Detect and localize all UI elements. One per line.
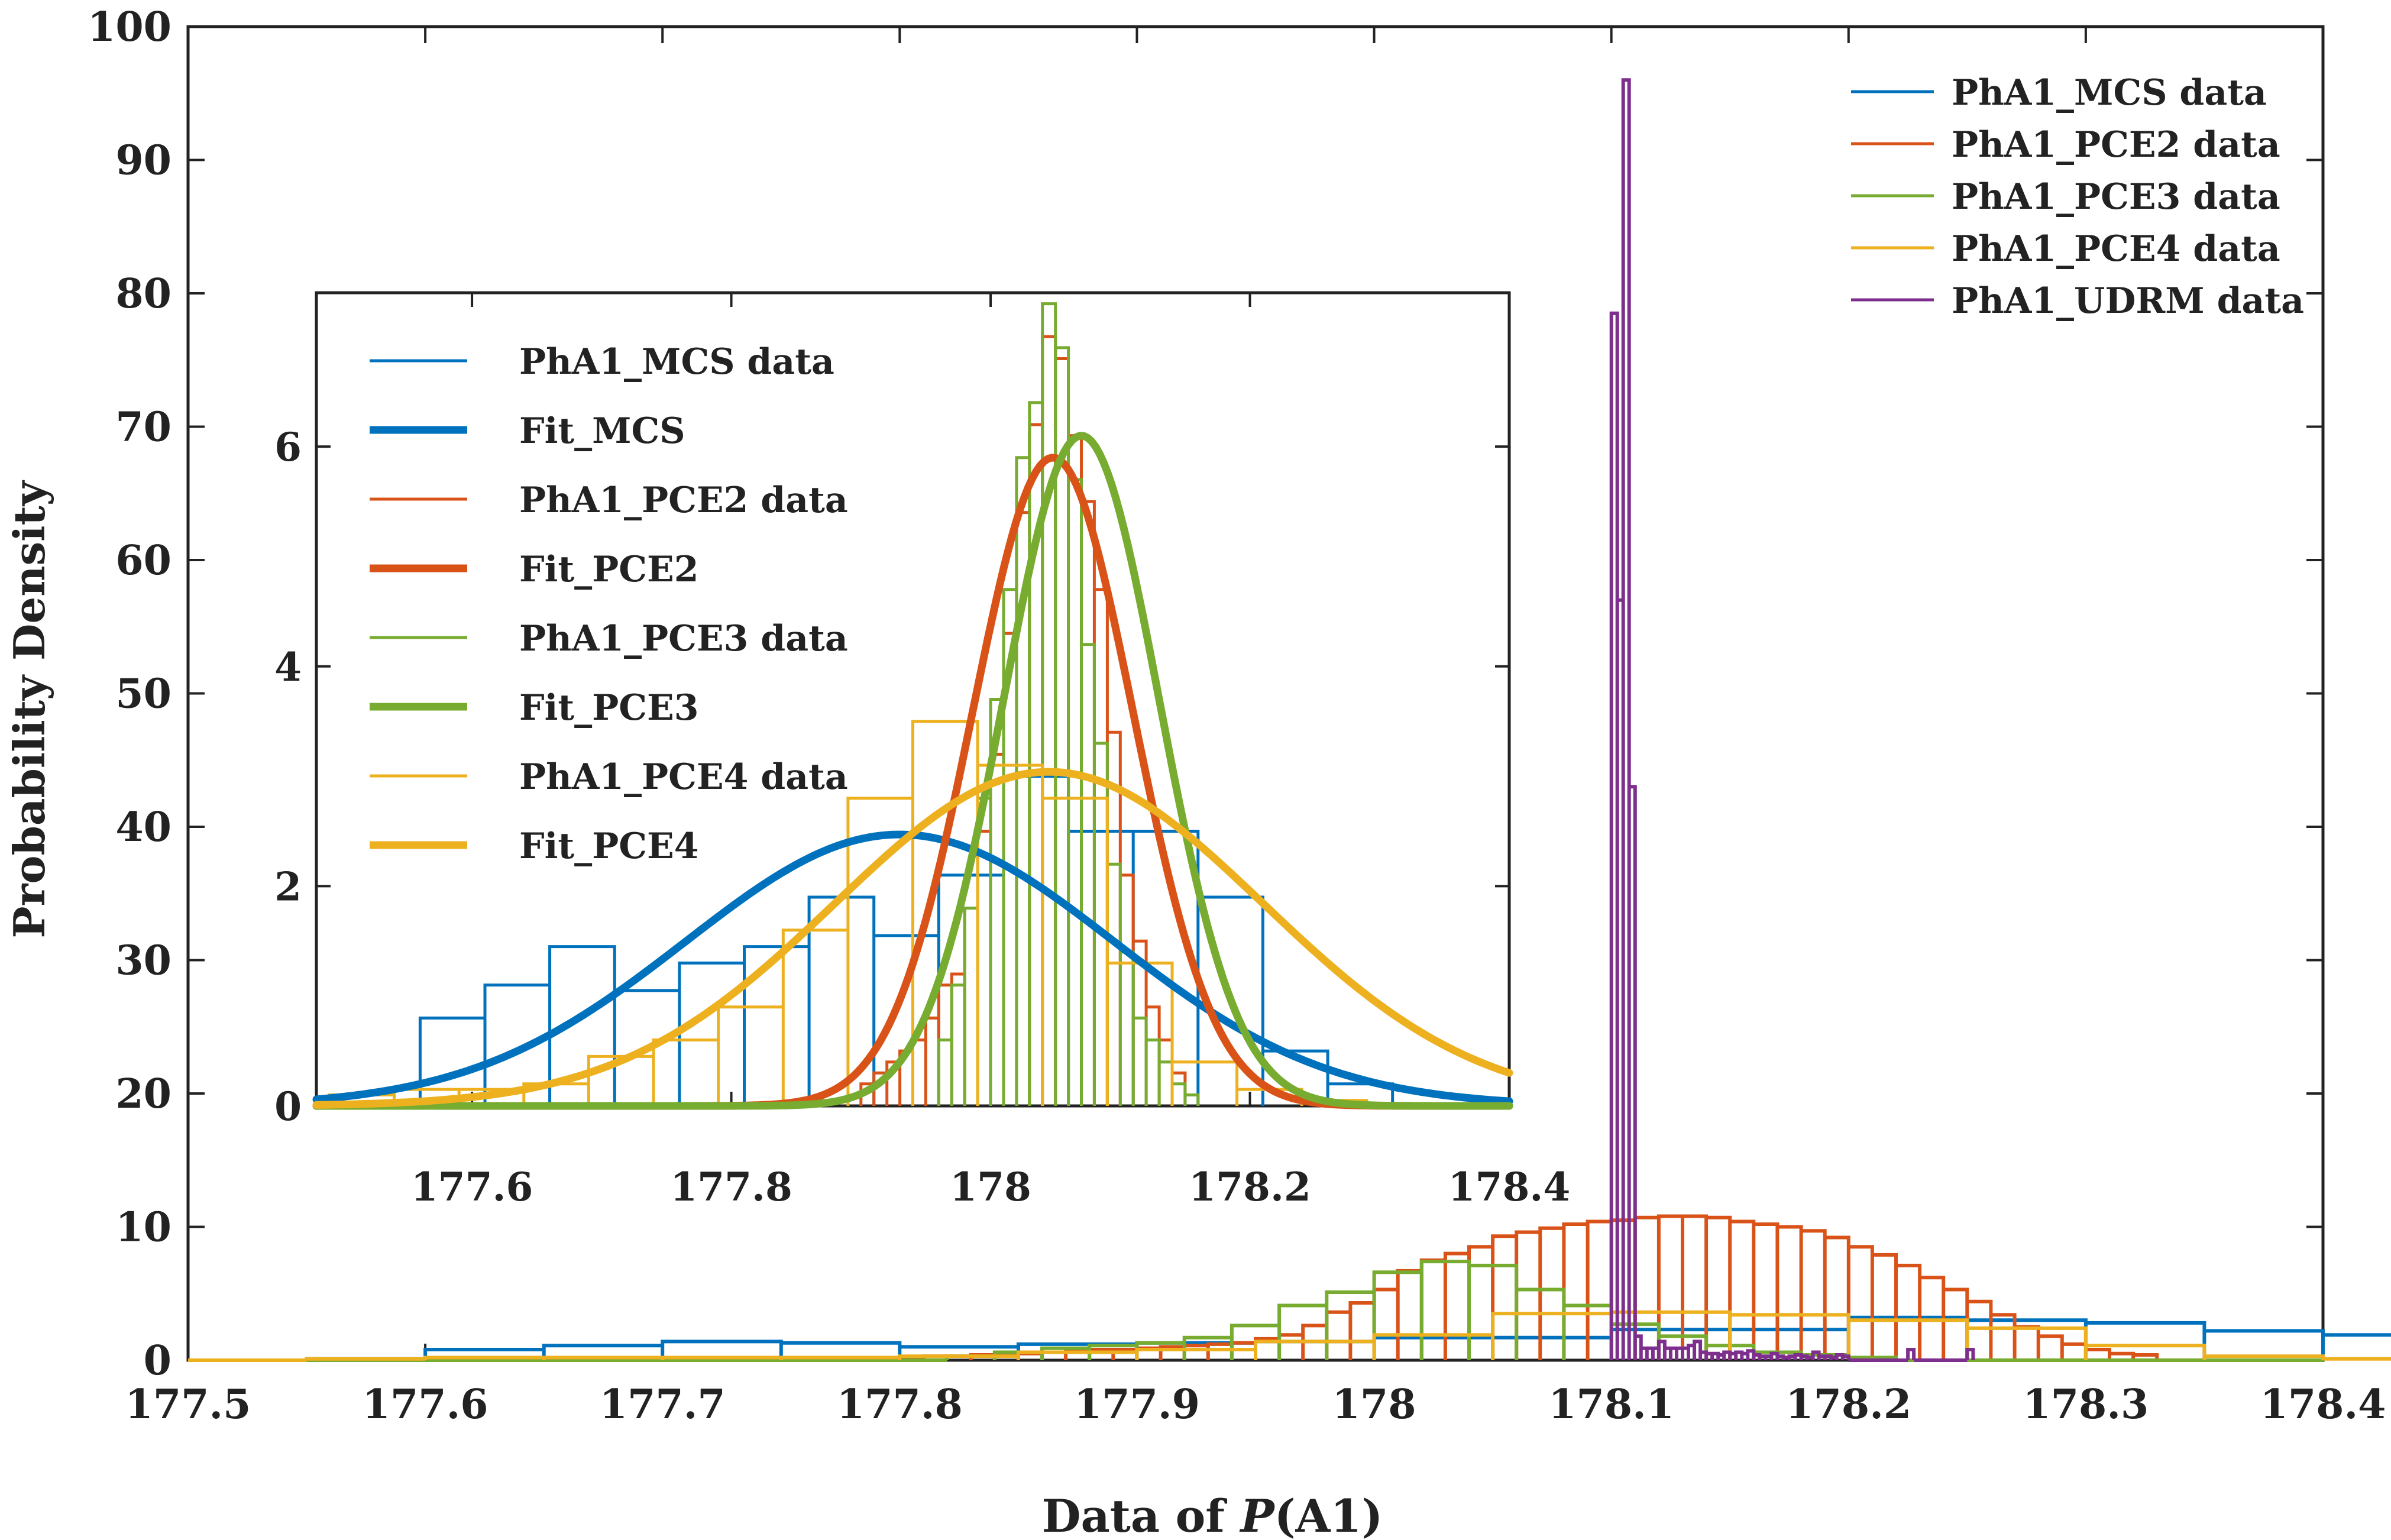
inset-legend-label-pha1-pce2-data: PhA1_PCE2 data [519, 480, 848, 521]
main-y-tick-label: 0 [144, 1337, 172, 1384]
x-axis-title: Data of P(A1) [1042, 1490, 1383, 1540]
inset-x-tick-label: 177.8 [670, 1164, 792, 1210]
inset-y-tick-label: 4 [274, 644, 302, 690]
inset-legend-label-fit-pce4: Fit_PCE4 [519, 826, 698, 867]
main-x-tick-label: 178 [1332, 1381, 1416, 1428]
y-axis-title: Probability Density [4, 480, 54, 938]
main-y-tick-label: 80 [115, 270, 172, 318]
inset-legend-label-pha1-mcs-data: PhA1_MCS data [519, 341, 834, 383]
inset-x-tick-label: 178.4 [1448, 1164, 1571, 1210]
inset-hist-pha1-pce3-data [937, 302, 1200, 1106]
inset-fit-fit-pce4 [312, 768, 1513, 1109]
inset-legend-label-fit-mcs: Fit_MCS [519, 410, 685, 452]
main-y-tick-label: 60 [115, 537, 172, 584]
inset-legend-label-fit-pce3: Fit_PCE3 [519, 687, 698, 729]
main-x-tick-label: 178.2 [1785, 1381, 1911, 1428]
inset-x-tick-label: 178.2 [1189, 1164, 1311, 1210]
main-x-tick-label: 178.1 [1548, 1381, 1674, 1428]
main-x-tick-label: 177.5 [125, 1381, 251, 1428]
x-axis-title-prefix: Data of [1042, 1490, 1241, 1540]
main-hist-pha1-udrm-data [1609, 78, 1975, 1362]
main-legend-label-pha1-pce3-data: PhA1_PCE3 data [1952, 176, 2280, 218]
main-y-tick-label: 30 [115, 937, 172, 985]
main-x-tick-label: 177.8 [837, 1381, 963, 1428]
inset-x-tick-label: 177.6 [411, 1164, 533, 1210]
inset-y-tick-label: 0 [274, 1083, 302, 1130]
main-legend-label-pha1-udrm-data: PhA1_UDRM data [1952, 280, 2304, 322]
main-y-tick-label: 100 [88, 4, 172, 51]
x-axis-title-suffix: (A1) [1274, 1490, 1383, 1540]
inset-legend: PhA1_MCS data Fit_MCS PhA1_PCE2 data Fit_PC… [370, 341, 848, 867]
main-y-tick-label: 20 [115, 1070, 172, 1118]
inset-fit-fit-pce3 [312, 432, 1513, 1110]
main-y-tick-label: 90 [115, 137, 172, 185]
inset-x-tick-label: 178 [950, 1164, 1031, 1210]
inset-plot-area: 177.6 177.8 178 178.2 178.4 0 2 4 6 [274, 291, 1571, 1210]
main-hist-pha1-pce4-data [188, 1310, 2391, 1362]
main-y-tick-label: 10 [115, 1204, 172, 1251]
main-legend-label-pha1-mcs-data: PhA1_MCS data [1952, 72, 2267, 114]
main-plot-area: 177.5 177.6 177.7 177.8 177.9 178 178.1 178.2 17… [88, 4, 2391, 1428]
main-x-tick-label: 177.7 [600, 1381, 726, 1428]
main-y-tick-label: 70 [115, 404, 172, 451]
main-y-tick-label: 40 [115, 804, 172, 851]
inset-y-tick-label: 2 [274, 863, 302, 910]
main-legend-label-pha1-pce2-data: PhA1_PCE2 data [1952, 124, 2280, 166]
inset-legend-label-fit-pce2: Fit_PCE2 [519, 549, 698, 590]
main-x-tick-label: 178.4 [2260, 1381, 2386, 1428]
main-x-tick-label: 178.3 [2023, 1381, 2149, 1428]
inset-y-tick-label: 6 [274, 424, 302, 470]
main-x-tick-label: 177.6 [363, 1381, 488, 1428]
main-legend: PhA1_MCS data PhA1_PCE2 data PhA1_PCE3 dat… [1851, 72, 2304, 322]
main-x-tick-label: 177.9 [1074, 1381, 1200, 1428]
main-legend-label-pha1-pce4-data: PhA1_PCE4 data [1952, 228, 2280, 270]
main-y-tick-label: 50 [115, 671, 172, 718]
x-axis-title-symbol: P [1239, 1490, 1275, 1540]
inset-legend-label-pha1-pce4-data: PhA1_PCE4 data [519, 756, 848, 798]
inset-legend-label-pha1-pce3-data: PhA1_PCE3 data [519, 618, 848, 659]
